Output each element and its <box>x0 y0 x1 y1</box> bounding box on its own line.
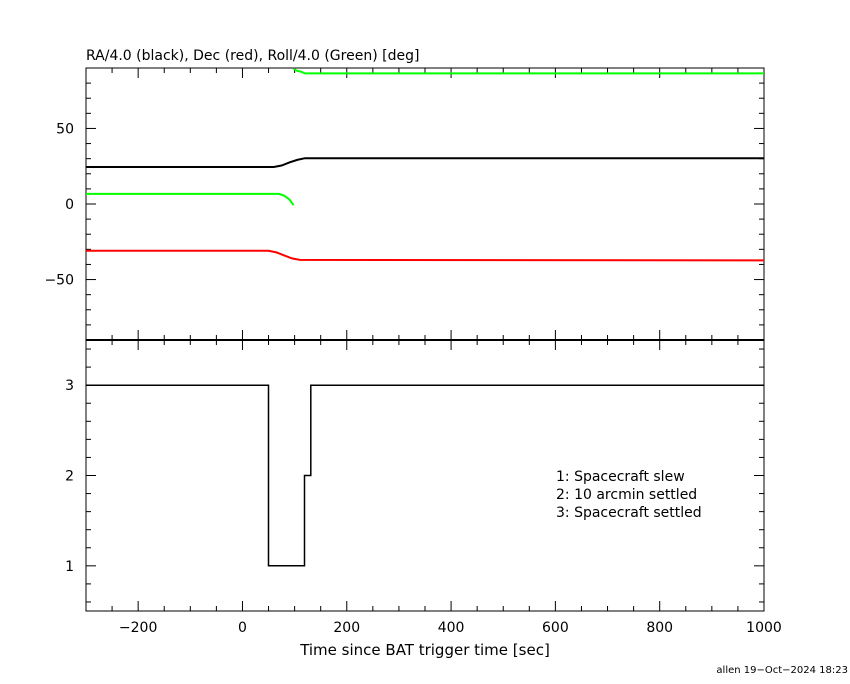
top-panel-title: RA/4.0 (black), Dec (red), Roll/4.0 (Gre… <box>86 48 419 64</box>
x-tick-label: 0 <box>238 620 247 636</box>
series-line-ra-4-0 <box>86 157 764 168</box>
y-tick-label: 2 <box>65 469 74 485</box>
x-tick-label: 200 <box>333 620 360 636</box>
legend-entry-2: 2: 10 arcmin settled <box>556 487 697 503</box>
series-line-roll-4-0-high- <box>293 67 764 75</box>
footer-stamp: allen 19−Oct−2024 18:23 <box>716 665 848 676</box>
x-axis-label: Time since BAT trigger time [sec] <box>299 641 550 659</box>
y-tick-label: 3 <box>65 378 74 394</box>
y-tick-label: 1 <box>65 559 74 575</box>
legend-entry-1: 1: Spacecraft slew <box>556 469 685 485</box>
y-tick-label: 0 <box>65 197 74 213</box>
y-tick-label: 50 <box>56 121 74 137</box>
series-line-dec <box>86 249 765 262</box>
legend-entry-3: 3: Spacecraft settled <box>556 505 702 521</box>
series-line-roll-4-0-low- <box>86 192 295 206</box>
legend: 1: Spacecraft slew 2: 10 arcmin settled … <box>556 469 702 521</box>
series-line-settle-status <box>86 384 764 567</box>
x-tick-label: −200 <box>119 620 157 636</box>
x-tick-label: 400 <box>438 620 465 636</box>
x-tick-label: 600 <box>542 620 569 636</box>
y-tick-label: −50 <box>44 273 74 289</box>
x-tick-label: 800 <box>646 620 673 636</box>
panel-frame-0 <box>85 67 765 341</box>
x-tick-label: 1000 <box>746 620 782 636</box>
